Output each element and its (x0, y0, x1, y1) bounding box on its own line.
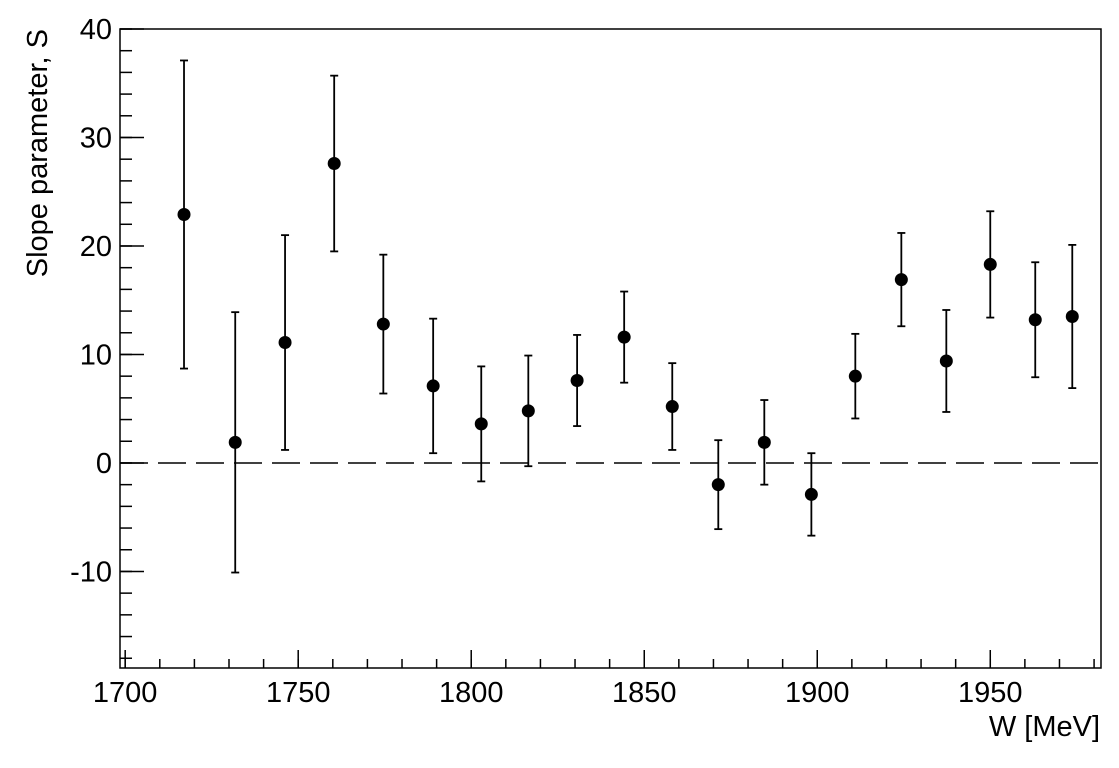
y-tick-label: 40 (80, 14, 112, 46)
point (804, 487, 818, 501)
point (426, 379, 440, 393)
point (848, 369, 862, 383)
plot-frame (119, 28, 1102, 669)
x-tick-label: 1950 (958, 677, 1023, 709)
y-tick-label: 0 (96, 448, 112, 480)
point (757, 435, 771, 449)
x-tick-label: 1900 (785, 677, 850, 709)
point (894, 273, 908, 287)
point (327, 157, 341, 171)
x-tick-label: 1750 (266, 677, 331, 709)
point (665, 400, 679, 414)
y-tick-label: 10 (80, 339, 112, 371)
point (617, 330, 631, 344)
point (474, 417, 488, 431)
point (278, 336, 292, 350)
point (228, 435, 242, 449)
point (177, 208, 191, 222)
point (983, 257, 997, 271)
point (1028, 313, 1042, 327)
y-tick-label: 30 (80, 122, 112, 154)
x-tick-label: 1700 (93, 677, 158, 709)
y-axis-label: Slope parameter, S (22, 29, 54, 277)
point (521, 404, 535, 418)
x-tick-label: 1850 (612, 677, 677, 709)
point (939, 354, 953, 368)
y-tick-label: -10 (70, 556, 112, 588)
point (711, 478, 725, 492)
x-tick-label: 1800 (439, 677, 504, 709)
point (376, 317, 390, 331)
x-axis-label: W [MeV] (989, 711, 1100, 743)
y-tick-label: 20 (80, 231, 112, 263)
point (570, 374, 584, 388)
point (1065, 309, 1079, 323)
